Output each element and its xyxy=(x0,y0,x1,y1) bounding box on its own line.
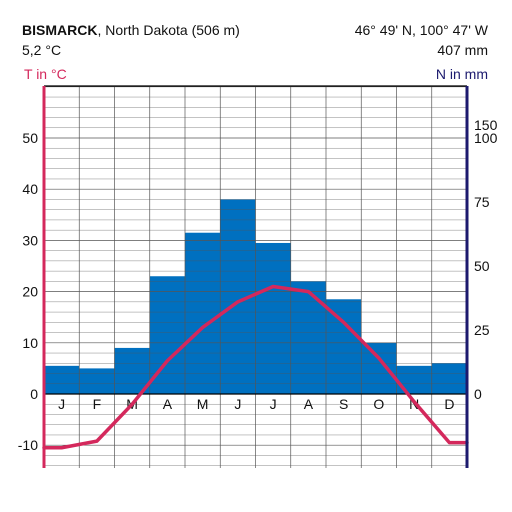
city-name: BISMARCK xyxy=(22,22,98,38)
precip-bar xyxy=(44,365,80,394)
temp-tick-label: 40 xyxy=(22,181,38,197)
temperature-axis-label: T in °C xyxy=(24,66,67,82)
month-label: S xyxy=(339,396,348,412)
temp-tick-label: -10 xyxy=(18,437,38,453)
temp-tick-label: 10 xyxy=(22,335,38,351)
temp-tick-label: 50 xyxy=(22,130,38,146)
coordinates: 46° 49' N, 100° 47' W xyxy=(354,22,488,38)
precip-tick-label: 100 xyxy=(474,130,498,146)
temp-tick-label: 30 xyxy=(22,232,38,248)
mean-temperature: 5,2 °C xyxy=(22,42,62,58)
precip-tick-label: 0 xyxy=(474,386,482,402)
temp-tick-label: 20 xyxy=(22,284,38,300)
month-label: J xyxy=(270,396,277,412)
precip-tick-label: 25 xyxy=(474,322,490,338)
month-label: D xyxy=(444,396,454,412)
region-elevation: , North Dakota (506 m) xyxy=(97,22,240,38)
temperature-line xyxy=(42,284,469,450)
precip-bar xyxy=(361,342,397,394)
precipitation-axis-label: N in mm xyxy=(436,66,488,82)
month-label: M xyxy=(197,396,209,412)
month-label: J xyxy=(58,396,65,412)
month-label: A xyxy=(163,396,173,412)
month-label: A xyxy=(304,396,314,412)
month-label: O xyxy=(373,396,384,412)
precip-bar xyxy=(326,299,362,394)
precip-bar xyxy=(396,365,432,394)
precip-bar xyxy=(79,368,115,394)
precip-bar xyxy=(114,347,150,394)
station-title: BISMARCK, North Dakota (506 m) xyxy=(22,21,240,39)
precip-tick-label: 150 xyxy=(474,117,498,133)
month-label: F xyxy=(93,396,102,412)
precip-bar xyxy=(431,363,467,394)
precip-tick-label: 75 xyxy=(474,194,490,210)
month-label: J xyxy=(234,396,241,412)
precip-tick-label: 50 xyxy=(474,258,490,274)
precip-bar xyxy=(290,281,326,394)
precip-bar xyxy=(185,232,221,394)
temp-tick-label: 0 xyxy=(30,386,38,402)
annual-precipitation: 407 mm xyxy=(437,42,488,58)
precip-bar xyxy=(255,242,291,394)
